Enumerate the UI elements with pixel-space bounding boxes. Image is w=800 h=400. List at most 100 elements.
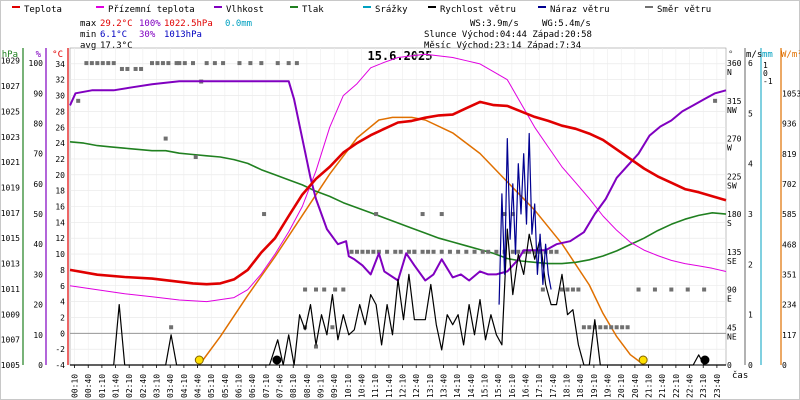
axis-temp-tick: 16	[55, 203, 65, 212]
x-tick-label: 07:10	[262, 374, 271, 398]
x-tick-label: 13:40	[440, 374, 449, 398]
wind-direction-point	[532, 249, 537, 254]
x-tick-label: 04:10	[180, 374, 189, 398]
wind-direction-point	[95, 61, 100, 66]
stat-min-hum: 30%	[139, 30, 156, 40]
wind-direction-point	[174, 61, 179, 66]
x-tick-label: 01:40	[112, 374, 121, 398]
wind-direction-point	[702, 287, 707, 292]
series-line-solar	[198, 116, 645, 366]
axis-temp-tick: 20	[55, 171, 65, 180]
x-tick-label: 10:10	[344, 374, 353, 398]
wind-direction-point	[431, 249, 436, 254]
axis-mm-label: mm	[762, 50, 773, 60]
wind-direction-point	[166, 61, 171, 66]
axis-wm2-tick: 585	[782, 210, 797, 219]
axis-temp-tick: 2	[60, 313, 65, 322]
wind-direction-point	[486, 249, 491, 254]
axis-hpa-tick: 1011	[1, 285, 20, 294]
series-line-rychlost-v-tru	[70, 228, 726, 366]
stat-avg-label: avg	[80, 41, 96, 51]
wind-direction-point	[494, 249, 499, 254]
series-line-teplota	[69, 100, 727, 286]
x-tick-label: 00:10	[71, 374, 80, 398]
wind-direction-point	[502, 212, 507, 217]
wind-direction-point	[685, 287, 690, 292]
wind-direction-point	[510, 212, 515, 217]
wind-direction-point	[614, 325, 619, 330]
wind-direction-point	[286, 61, 291, 66]
axis-wm2-tick: 117	[782, 331, 797, 340]
x-tick-label: 09:40	[330, 374, 339, 398]
axis-hpa-tick: 1017	[1, 209, 20, 218]
axis-dir-name: E	[727, 295, 732, 304]
axis-wm2-tick: 819	[782, 150, 797, 159]
x-tick-label: 06:10	[235, 374, 244, 398]
wind-direction-point	[139, 66, 144, 71]
stat-max-press: 1022.5hPa	[164, 19, 213, 29]
x-tick-label: 16:10	[508, 374, 517, 398]
wind-direction-point	[480, 249, 485, 254]
wind-direction-point	[155, 61, 160, 66]
x-tick-label: 13:10	[426, 374, 435, 398]
axis-wm2-tick: 702	[782, 180, 797, 189]
x-tick-label: 14:10	[453, 374, 462, 398]
moonset-marker	[272, 355, 282, 365]
x-tick-label: 15:40	[494, 374, 503, 398]
x-tick-label: 16:40	[522, 374, 531, 398]
legend-label: Směr větru	[657, 5, 711, 15]
wind-direction-point	[587, 325, 592, 330]
wind-direction-point	[355, 249, 359, 254]
wind-direction-point	[163, 136, 168, 141]
axis-temp-tick: 28	[55, 107, 65, 116]
stat-sun: Slunce Východ:04:44 Západ:20:58	[424, 30, 592, 40]
wind-direction-point	[204, 61, 209, 66]
x-tick-label: 21:10	[645, 374, 654, 398]
axis-temp-tick: 18	[55, 187, 65, 196]
axis-pct-tick: 40	[33, 240, 43, 249]
stat-avg-temp: 17.3°C	[100, 41, 133, 51]
axis-dir-name: NE	[727, 332, 737, 341]
wind-direction-point	[333, 287, 338, 292]
wind-direction-point	[516, 249, 521, 254]
x-tick-label: 14:40	[467, 374, 476, 398]
series-line-n-raz-v-tru	[498, 132, 552, 305]
wind-direction-point	[360, 249, 365, 254]
axis-temp-tick: 26	[55, 123, 65, 132]
axis-dir-tick: 135	[727, 248, 742, 257]
axis-pct-tick: 10	[33, 331, 43, 340]
axis-dir-name: S	[727, 219, 732, 228]
x-tick-label: 03:10	[153, 374, 162, 398]
plot-grid	[69, 47, 727, 366]
x-tick-label: 11:10	[371, 374, 380, 398]
legend-swatch	[12, 6, 20, 8]
axis-hpa-tick: 1021	[1, 158, 20, 167]
wind-direction-point	[527, 249, 532, 254]
axis-mm-tick: -1	[763, 77, 773, 86]
wind-direction-point	[636, 287, 641, 292]
axis-dir-tick: 0	[727, 361, 732, 370]
wind-direction-point	[322, 287, 327, 292]
x-tick-label: 06:40	[248, 374, 257, 398]
axis-dir-name: SW	[727, 181, 737, 190]
wind-direction-point	[385, 249, 390, 254]
wind-direction-point	[581, 325, 586, 330]
legend-swatch	[363, 6, 371, 8]
x-tick-label: 23:10	[699, 374, 708, 398]
x-tick-label: 18:10	[563, 374, 572, 398]
axis-dir-tick: 360	[727, 59, 742, 68]
wind-direction-point	[212, 61, 217, 66]
chart-title: 15.6.2025	[367, 49, 432, 63]
wind-direction-point	[576, 287, 581, 292]
axis-ms-tick: 3	[748, 210, 753, 219]
x-tick-label: 18:40	[576, 374, 585, 398]
wind-direction-point	[560, 287, 564, 292]
x-tick-label: 01:10	[98, 374, 107, 398]
plot-area	[69, 53, 727, 366]
wind-direction-point	[456, 249, 461, 254]
wind-direction-point	[150, 61, 154, 66]
axis-ms-tick: 5	[748, 109, 753, 118]
axis-dir-tick: 45	[727, 323, 737, 332]
wind-direction-point	[76, 98, 81, 103]
axis-temp-tick: 12	[55, 234, 65, 243]
